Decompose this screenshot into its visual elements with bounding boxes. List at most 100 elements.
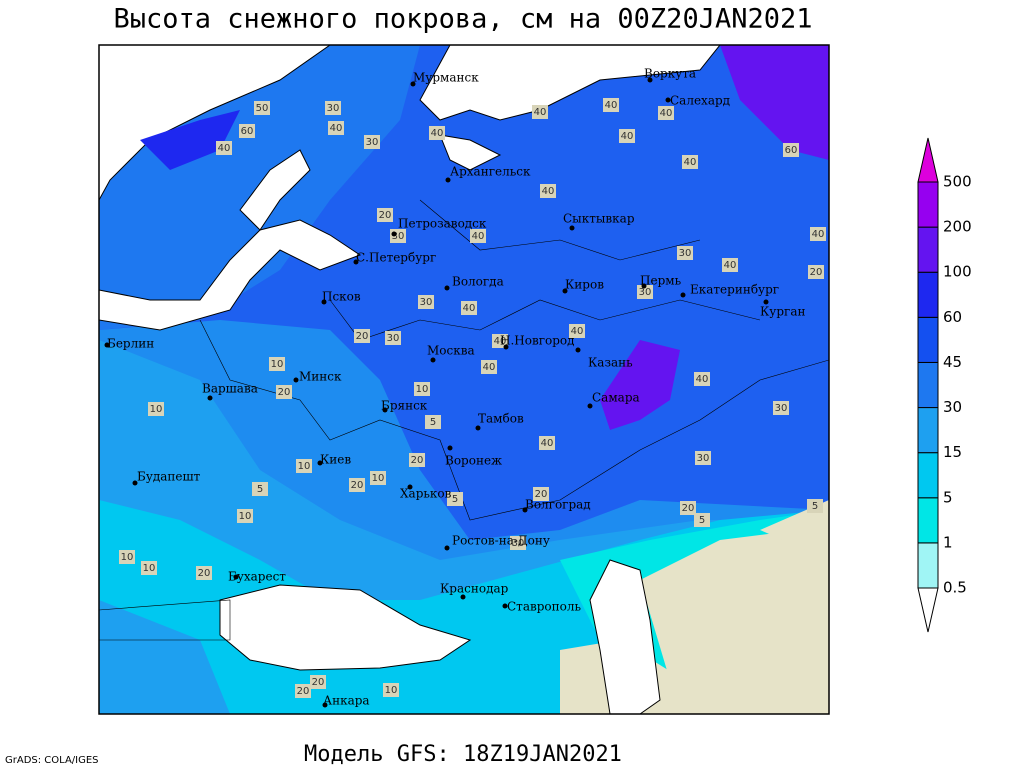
legend-label: 5 — [943, 488, 953, 506]
contour-label-box — [425, 415, 441, 429]
contour-label-box — [409, 453, 425, 467]
city-dot — [444, 285, 450, 291]
city-label: Казань — [588, 356, 633, 370]
legend-label: 1 — [943, 533, 953, 551]
city-label: Волгоград — [525, 498, 591, 512]
contour-label-box — [385, 331, 401, 345]
contour-label: 20 — [312, 677, 325, 688]
contour-label: 10 — [239, 511, 252, 522]
contour-label-box — [237, 509, 253, 523]
contour-label: 20 — [278, 387, 291, 398]
city-label: Бухарест — [228, 570, 286, 584]
contour-label-box — [377, 208, 393, 222]
border — [99, 599, 231, 641]
map — [98, 44, 830, 715]
city-dot — [641, 283, 647, 289]
city-label: Архангельск — [450, 165, 531, 179]
contour-label-box — [619, 129, 635, 143]
city-dot — [680, 292, 686, 298]
contour-label: 30 — [679, 248, 692, 259]
contour-label: 30 — [775, 403, 788, 414]
caspian-sea — [589, 559, 661, 714]
city-label: Псков — [322, 290, 361, 304]
contour-label-box — [510, 536, 526, 550]
city-label: Воркута — [644, 67, 696, 81]
legend-over — [917, 137, 939, 183]
contour-label: 40 — [660, 108, 673, 119]
city-dot — [233, 574, 239, 580]
city-label: Сыктывкар — [563, 212, 635, 226]
legend-box — [917, 316, 939, 363]
contour-label: 20 — [297, 686, 310, 697]
title: Высота снежного покрова, см на 00Z20JAN2… — [114, 4, 813, 35]
contour-label-box — [310, 675, 326, 689]
white-sea — [439, 134, 502, 171]
contour-label-box — [540, 184, 556, 198]
contour-label-box — [370, 471, 386, 485]
contour-label: 40 — [571, 326, 584, 337]
city-dot — [575, 347, 581, 353]
city-dot — [104, 342, 110, 348]
contour-label-box — [637, 285, 653, 299]
city-label: Берлин — [107, 337, 154, 351]
city-label: Брянск — [381, 399, 428, 413]
city-label: Минск — [299, 370, 342, 384]
contour-label: 20 — [198, 568, 211, 579]
city-dot — [587, 403, 593, 409]
city-dot — [430, 357, 436, 363]
contour-label-box — [694, 513, 710, 527]
contour-label: 30 — [327, 103, 340, 114]
city-label: Ростов-на-Дону — [452, 534, 550, 548]
city-dot — [382, 407, 388, 413]
city-dot — [562, 288, 568, 294]
contour-label-box — [539, 436, 555, 450]
contour-label: 5 — [812, 501, 818, 512]
contour-label-box — [196, 566, 212, 580]
contour-label: 30 — [420, 297, 433, 308]
city-label: Екатеринбург — [690, 283, 779, 297]
city-dot — [444, 545, 450, 551]
contour-label: 20 — [351, 480, 364, 491]
contour-label: 20 — [535, 489, 548, 500]
black-sea — [219, 584, 472, 671]
contour-label-box — [418, 295, 434, 309]
legend-box — [917, 181, 939, 228]
legend-box — [917, 542, 939, 589]
contour-label-box — [383, 683, 399, 697]
contour-label-box — [658, 106, 674, 120]
contour-label-box — [414, 382, 430, 396]
contour-label: 30 — [392, 231, 405, 242]
contour-label-box — [682, 155, 698, 169]
contour-label: 5 — [257, 484, 263, 495]
legend-box — [917, 226, 939, 273]
city-label: Варшава — [202, 382, 258, 396]
contour-label: 40 — [542, 186, 555, 197]
contour-label-box — [364, 135, 380, 149]
city-label: Анкара — [323, 694, 370, 708]
contour-label: 40 — [472, 231, 485, 242]
contour-label-box — [695, 451, 711, 465]
contour-label-box — [354, 329, 370, 343]
city-label: Будапешт — [137, 470, 201, 484]
contour-label: 5 — [699, 515, 705, 526]
contour-label-box — [296, 459, 312, 473]
legend-box — [917, 361, 939, 409]
bare-land — [640, 520, 829, 714]
contour-label-box — [481, 360, 497, 374]
legend-box — [917, 271, 939, 318]
contour-label-box — [470, 229, 486, 243]
contour-label: 10 — [143, 563, 156, 574]
city-label: Петрозаводск — [398, 217, 487, 231]
legend-label: 30 — [943, 398, 962, 416]
legend-label: 0.5 — [943, 579, 967, 597]
contour-label-box — [680, 501, 696, 515]
contour-label: 30 — [366, 137, 379, 148]
city-dot — [665, 97, 671, 103]
city-label: Воронеж — [445, 454, 502, 468]
city-dot — [502, 603, 508, 609]
city-dot — [647, 77, 653, 83]
contour-label: 30 — [639, 287, 652, 298]
contour-label: 50 — [256, 103, 269, 114]
legend-box — [917, 452, 939, 499]
